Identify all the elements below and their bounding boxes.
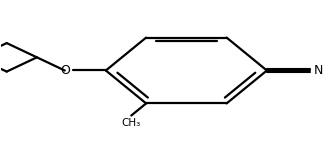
Text: CH₃: CH₃ <box>122 118 141 128</box>
Text: O: O <box>60 64 70 77</box>
Text: N: N <box>314 64 323 77</box>
